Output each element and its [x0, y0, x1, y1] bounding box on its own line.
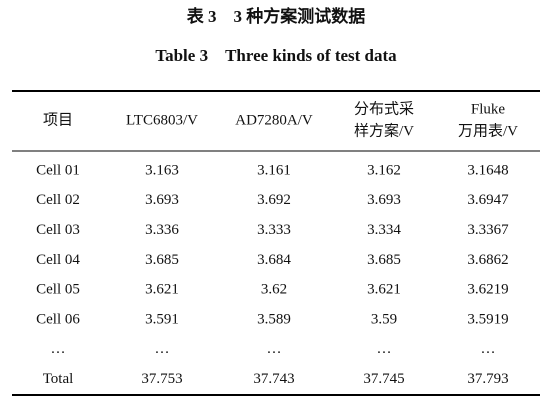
table-cell: Cell 05 [36, 282, 80, 298]
table-cell: Total [43, 371, 74, 387]
table-cell: 3.589 [257, 311, 291, 327]
header-cell: 分布式采 [354, 100, 414, 117]
table-cell: Cell 02 [36, 192, 80, 208]
table-cell: 3.62 [261, 282, 287, 298]
table-cell: 3.692 [257, 192, 291, 208]
table-cell: 3.5919 [467, 311, 508, 327]
table-cell: 3.162 [367, 162, 401, 178]
table-cell: Cell 03 [36, 222, 80, 238]
header-cell: LTC6803/V [126, 112, 198, 128]
table-cell: 3.591 [145, 311, 179, 327]
table-cell: 3.621 [367, 282, 401, 298]
table-cell: Cell 01 [36, 162, 80, 178]
table-cell: 37.745 [363, 371, 404, 387]
table-cell: … [377, 341, 392, 357]
header-cell: Fluke [471, 101, 506, 117]
table-cell: 3.693 [367, 192, 401, 208]
table-cell: Cell 04 [36, 252, 80, 268]
table-cell: 3.6219 [467, 282, 508, 298]
table-cell: … [51, 341, 66, 357]
table-cell: 3.3367 [467, 222, 509, 238]
table-cell: 3.163 [145, 162, 179, 178]
header-cell: AD7280A/V [235, 112, 313, 128]
table-cell: 3.685 [367, 252, 401, 268]
table-cell: 3.693 [145, 192, 179, 208]
table-cell: 3.1648 [467, 162, 508, 178]
table-cell: 37.793 [467, 371, 508, 387]
table-cell: … [481, 341, 496, 357]
table-cell: 37.753 [141, 371, 182, 387]
table-cell: 3.684 [257, 252, 291, 268]
table-cell: … [267, 341, 282, 357]
table-cell: 3.161 [257, 162, 291, 178]
table-cell: 3.59 [371, 311, 397, 327]
table-cell: 3.685 [145, 252, 179, 268]
title-cn: 表 3 3 种方案测试数据 [187, 6, 366, 26]
table-cell: Cell 06 [36, 311, 80, 327]
table-cell: 3.6862 [467, 252, 508, 268]
header-cell: 万用表/V [458, 122, 518, 139]
table-cell: 3.336 [145, 222, 179, 238]
header-cell: 样方案/V [354, 121, 414, 139]
table-cell: 3.6947 [467, 192, 509, 208]
table-cell: 3.621 [145, 282, 179, 298]
header-cell: 项目 [43, 111, 73, 128]
title-en: Table 3 Three kinds of test data [155, 46, 397, 65]
table-cell: 3.334 [367, 222, 401, 238]
table-cell: 37.743 [253, 371, 294, 387]
table-cell: … [155, 341, 170, 357]
table-cell: 3.333 [257, 222, 291, 238]
